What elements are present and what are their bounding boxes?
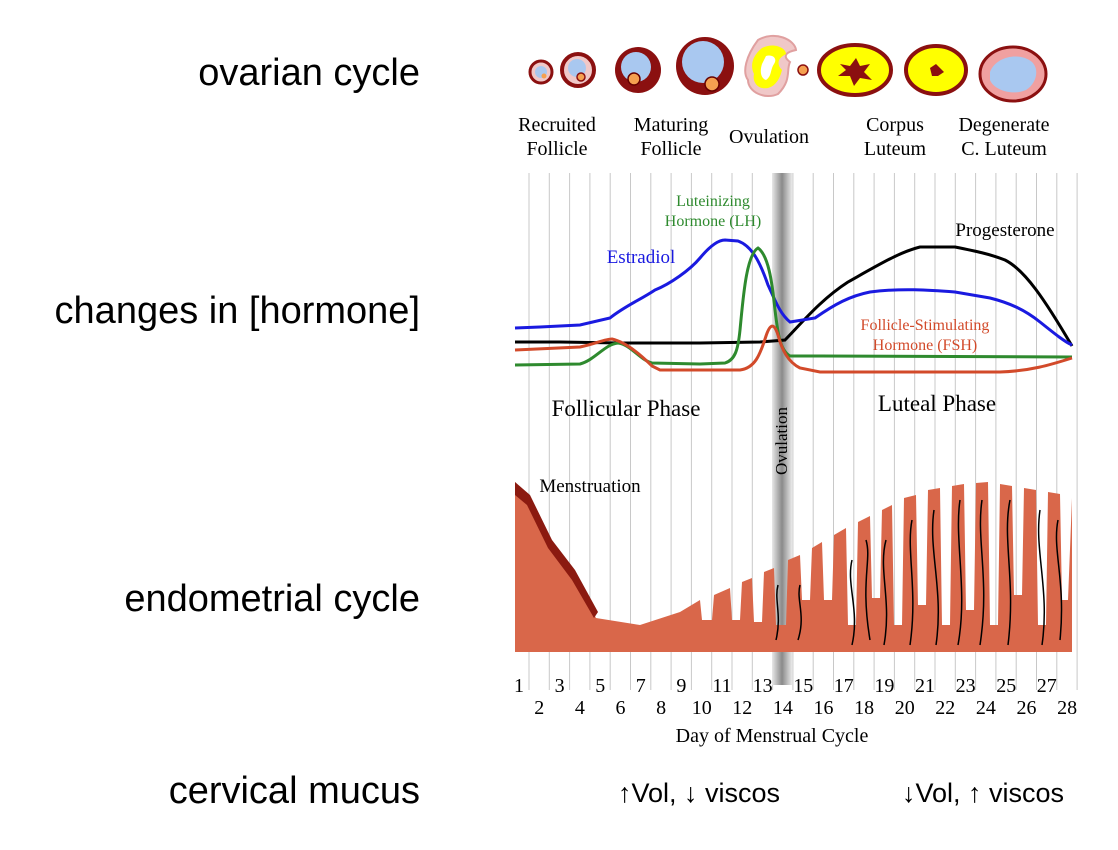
fsh-label-1: Follicle-Stimulating [861, 317, 990, 334]
day-label: 13 [753, 675, 773, 697]
follicular-phase-label: Follicular Phase [552, 396, 701, 421]
day-label: 4 [575, 697, 585, 719]
day-label: 20 [895, 697, 915, 719]
day-label: 10 [692, 697, 712, 719]
day-label: 24 [976, 697, 996, 719]
day-label: 25 [996, 675, 1016, 697]
corpus-luteum [904, 44, 968, 96]
menstruation-label: Menstruation [539, 476, 641, 497]
day-label: 2 [534, 697, 544, 719]
endometrium: Menstruation [515, 476, 1072, 652]
mucus-luteal: ↓Vol, ↑ viscos [902, 778, 1065, 808]
day-label: 16 [814, 697, 834, 719]
day-label: 28 [1057, 697, 1077, 719]
lh-curve [514, 246, 1073, 367]
day-label: 1 [514, 675, 524, 697]
ovulation-bar-label: Ovulation [772, 407, 791, 475]
spiral-arteries [775, 499, 1063, 646]
x-axis-title: Day of Menstrual Cycle [676, 725, 869, 747]
day-label: 26 [1017, 697, 1037, 719]
day-label: 22 [935, 697, 955, 719]
recruited-follicle-small [528, 59, 554, 85]
hormone-labels: Luteinizing Hormone (LH) Estradiol Proge… [607, 193, 1055, 354]
corpus-label-2: Luteum [864, 138, 927, 160]
estradiol-label: Estradiol [607, 247, 676, 268]
endometrium-lining [515, 482, 1072, 652]
recruited-label-1: Recruited [518, 114, 596, 136]
day-label: 5 [595, 675, 605, 697]
day-label: 21 [915, 675, 935, 697]
cervical-mucus-label: cervical mucus [168, 770, 420, 812]
estradiol-curve [514, 238, 1073, 347]
degenerate-corpus-luteum [978, 45, 1048, 103]
ovulating-follicle [744, 34, 809, 98]
day-label: 7 [636, 675, 646, 697]
day-label: 23 [956, 675, 976, 697]
corpus-label-1: Corpus [866, 114, 924, 136]
day-label: 9 [676, 675, 686, 697]
even-day-labels: 2 4 6 8 10 12 14 16 18 20 22 24 26 28 [534, 697, 1077, 719]
ovulation-stage-label: Ovulation [729, 126, 809, 148]
day-label: 8 [656, 697, 666, 719]
degenerate-label-2: C. Luteum [961, 138, 1047, 160]
ovarian-cycle-label: ovarian cycle [198, 52, 420, 94]
ovary-stages [528, 34, 1048, 103]
maturing-label-1: Maturing [634, 114, 708, 136]
maturing-follicle-large [676, 37, 734, 95]
maturing-follicle-mid [615, 47, 661, 93]
fsh-curve [514, 324, 1073, 374]
corpus-luteum-early [817, 43, 893, 97]
day-label: 3 [555, 675, 565, 697]
progesterone-label: Progesterone [955, 220, 1054, 241]
day-label: 14 [773, 697, 793, 719]
day-label: 17 [834, 675, 854, 697]
day-label: 6 [616, 697, 626, 719]
fsh-label-2: Hormone (FSH) [873, 337, 977, 354]
day-label: 19 [874, 675, 894, 697]
ovary-stage-labels: Recruited Follicle Maturing Follicle Ovu… [518, 114, 1050, 160]
day-label: 27 [1037, 675, 1057, 697]
degenerate-label-1: Degenerate [958, 114, 1049, 136]
lh-label-2: Hormone (LH) [665, 213, 761, 230]
lh-label-1: Luteinizing [676, 193, 750, 210]
hormone-changes-label: changes in [hormone] [54, 290, 420, 332]
hormone-curves [514, 238, 1074, 374]
day-label: 11 [712, 675, 731, 697]
recruited-follicle [560, 52, 596, 88]
recruited-label-2: Follicle [526, 138, 587, 160]
day-label: 12 [732, 697, 752, 719]
maturing-label-2: Follicle [640, 138, 701, 160]
endometrial-cycle-label: endometrial cycle [124, 578, 420, 620]
odd-day-labels: 1 3 5 7 9 11 13 15 17 19 21 23 25 27 [514, 675, 1057, 697]
day-label: 18 [854, 697, 874, 719]
day-label: 15 [793, 675, 813, 697]
luteal-phase-label: Luteal Phase [878, 391, 996, 416]
progesterone-curve [515, 245, 1074, 347]
menstrual-shedding [515, 482, 598, 618]
mucus-follicular: ↑Vol, ↓ viscos [618, 778, 781, 808]
